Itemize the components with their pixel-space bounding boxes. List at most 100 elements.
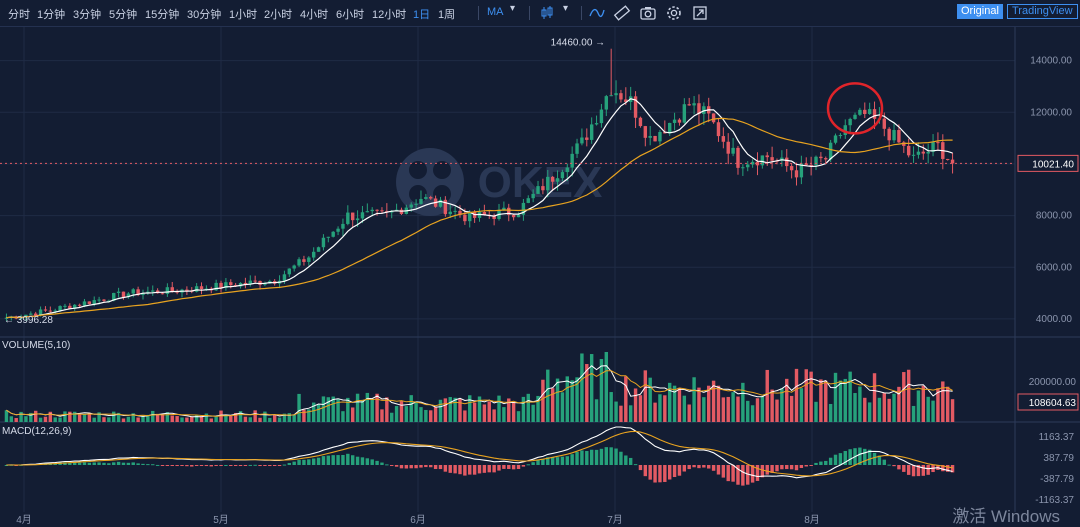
- line-study-icon[interactable]: [588, 4, 606, 22]
- fullscreen-icon[interactable]: [691, 4, 709, 22]
- volume-bar: [229, 415, 233, 422]
- volume-bar: [794, 368, 799, 422]
- volume-bar: [677, 387, 682, 422]
- volume-bar: [253, 410, 257, 422]
- timeframe-5[interactable]: 30分钟: [187, 9, 222, 21]
- macd-histogram-bar: [926, 465, 930, 475]
- volume-bar: [112, 411, 116, 422]
- toolbar-divider: [478, 6, 479, 20]
- volume-bar: [24, 416, 28, 422]
- candle-body: [702, 106, 706, 114]
- timeframe-12[interactable]: 1周: [438, 9, 456, 21]
- timeframe-4[interactable]: 15分钟: [145, 9, 180, 21]
- macd-histogram-bar: [77, 462, 82, 465]
- volume-bar: [799, 388, 804, 422]
- timeframe-0[interactable]: 分时: [8, 9, 30, 21]
- macd-histogram-bar: [233, 465, 238, 466]
- macd-histogram-bar: [180, 465, 184, 466]
- timeframe-2[interactable]: 3分钟: [73, 9, 102, 21]
- timeframe-3[interactable]: 5分钟: [109, 9, 138, 21]
- candle-body: [780, 157, 784, 161]
- original-mode-button[interactable]: Original: [957, 4, 1003, 19]
- settings-gear-icon[interactable]: [665, 4, 683, 22]
- macd-histogram-bar: [604, 447, 609, 465]
- volume-bar: [809, 371, 813, 422]
- volume-bar: [82, 414, 87, 422]
- macd-histogram-bar: [848, 449, 852, 465]
- tradingview-mode-button[interactable]: TradingView: [1007, 4, 1078, 19]
- candle-body: [682, 104, 687, 123]
- candle-body: [316, 247, 321, 252]
- candle-body: [82, 301, 87, 306]
- candle-body: [936, 142, 940, 144]
- macd-histogram-bar: [828, 457, 833, 465]
- volume-bar: [550, 388, 555, 422]
- volume-bar: [936, 388, 940, 422]
- timeframe-10[interactable]: 12小时: [372, 9, 407, 21]
- macd-histogram-bar: [214, 465, 218, 466]
- candle-body: [365, 211, 370, 213]
- chart-type-chevron-down-icon[interactable]: ▾: [563, 3, 569, 14]
- candle-body: [453, 210, 457, 212]
- high-price-label: 14460.00 →: [551, 38, 606, 49]
- candle-body: [360, 212, 365, 219]
- macd-histogram-bar: [804, 465, 808, 467]
- indicator-select[interactable]: MA: [487, 6, 504, 18]
- volume-bar: [516, 411, 521, 422]
- price-chart[interactable]: OKEX 14000.0012000.0010000.008000.006000…: [0, 27, 1080, 527]
- timeframe-9[interactable]: 6小时: [336, 9, 365, 21]
- price-tick: 4000.00: [1036, 314, 1073, 325]
- candle-body: [711, 113, 716, 123]
- candle-body: [185, 289, 189, 291]
- volume-bar: [233, 412, 238, 422]
- macd-histogram-bar: [628, 457, 633, 465]
- candle-body: [141, 292, 145, 295]
- volume-bar: [482, 404, 487, 422]
- volume-bar: [848, 371, 852, 422]
- timeframe-11[interactable]: 1日: [413, 9, 431, 21]
- ruler-icon[interactable]: [613, 4, 631, 22]
- candle-body: [463, 214, 467, 222]
- candle-body: [126, 293, 131, 298]
- volume-bar: [302, 409, 306, 422]
- macd-dea-line: [6, 430, 953, 477]
- time-tick: 4月: [16, 514, 32, 526]
- macd-histogram-bar: [770, 465, 774, 473]
- candlestick-type-icon[interactable]: [538, 4, 556, 22]
- macd-histogram-bar: [697, 465, 701, 469]
- macd-histogram-bar: [419, 465, 423, 468]
- volume-bar: [892, 393, 896, 422]
- macd-histogram-bar: [624, 455, 628, 465]
- volume-bar: [243, 416, 248, 422]
- candle-body: [229, 282, 233, 286]
- candle-body: [307, 257, 311, 262]
- camera-icon[interactable]: [639, 4, 657, 22]
- timeframe-6[interactable]: 1小时: [229, 9, 258, 21]
- candle-body: [511, 214, 516, 218]
- candle-body: [731, 147, 735, 154]
- candle-body: [419, 198, 423, 204]
- candle-body: [58, 306, 62, 311]
- candle-body: [516, 214, 521, 218]
- macd-histogram-bar: [677, 465, 682, 476]
- timeframe-7[interactable]: 2小时: [264, 9, 293, 21]
- macd-histogram-bar: [121, 462, 126, 465]
- macd-histogram-bar: [819, 461, 823, 465]
- volume-bar: [687, 404, 691, 422]
- timeframe-1[interactable]: 1分钟: [37, 9, 66, 21]
- volume-bar: [414, 401, 418, 422]
- volume-bar: [941, 381, 945, 422]
- candle-body: [921, 151, 926, 154]
- macd-histogram-bar: [707, 465, 711, 469]
- macd-histogram-bar: [287, 462, 292, 465]
- volume-bar: [194, 415, 199, 422]
- macd-histogram-bar: [190, 465, 194, 467]
- macd-histogram-bar: [394, 465, 399, 467]
- timeframe-8[interactable]: 4小时: [300, 9, 329, 21]
- volume-bar: [92, 417, 96, 422]
- indicator-chevron-down-icon[interactable]: ▾: [510, 3, 516, 14]
- macd-histogram-bar: [390, 465, 394, 466]
- macd-histogram-bar: [355, 456, 360, 465]
- macd-histogram-bar: [633, 464, 638, 466]
- macd-histogram-bar: [151, 464, 155, 466]
